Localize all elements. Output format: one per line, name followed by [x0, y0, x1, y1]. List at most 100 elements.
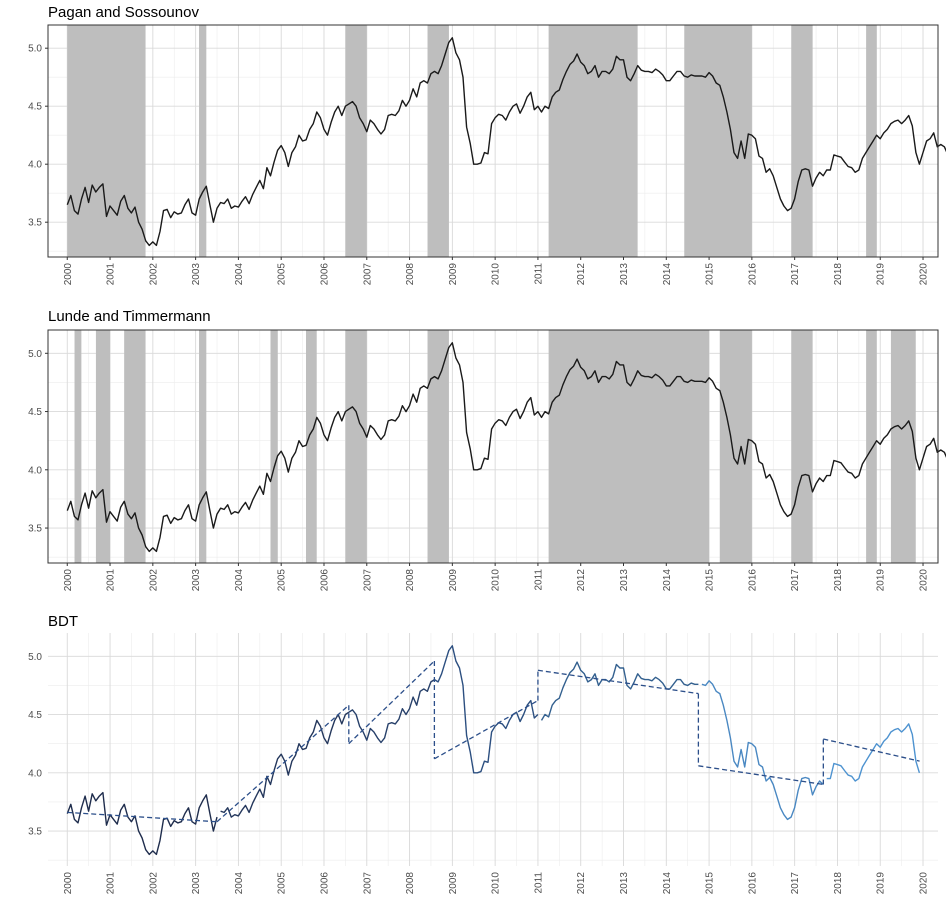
trend-line [348, 660, 435, 745]
y-tick-label: 4.5 [28, 102, 42, 113]
x-tick-label: 2011 [533, 569, 544, 591]
y-tick-label: 4.0 [28, 768, 42, 779]
panel-title: Pagan and Sossounov [48, 4, 199, 21]
x-tick-label: 2003 [191, 263, 202, 286]
y-tick-label: 4.0 [28, 465, 42, 476]
x-tick-label: 2007 [362, 569, 373, 592]
plot-area: 3.5 4.0 4.5 5.0 2000 2001 2002 2003 2004 2005 2006… [28, 633, 938, 894]
shaded-period [427, 25, 449, 257]
x-tick-label: 2010 [491, 263, 502, 286]
x-tick-label: 2019 [876, 872, 887, 895]
shaded-period [866, 330, 877, 563]
plot-frame [47, 329, 939, 564]
y-tick-label: 3.5 [28, 218, 42, 229]
y-tick-label: 4.5 [28, 407, 42, 418]
x-tick-label: 2014 [662, 872, 673, 895]
x-tick-label: 2008 [405, 569, 416, 592]
series-segment-line [348, 679, 435, 744]
x-tick-label: 2019 [876, 263, 887, 286]
plot-area: 3.5 4.0 4.5 5.0 2000 2001 2002 2003 2004 2005 2006… [28, 24, 946, 286]
x-tick-label: 2006 [319, 872, 330, 895]
x-tick-label: 2004 [234, 872, 245, 895]
x-tick-label: 2016 [747, 872, 758, 895]
x-tick-label: 2019 [876, 569, 887, 592]
plot-area: 3.5 4.0 4.5 5.0 2000 2001 2002 2003 2004 2005 2006… [28, 329, 946, 592]
x-tick-label: 2003 [191, 569, 202, 592]
series-segment-line [540, 661, 699, 721]
shaded-period [124, 330, 146, 563]
panel-bdt: BDT 3.5 4.0 4.5 5.0 2000 2001 2002 2003 2004 2005… [28, 613, 938, 894]
x-tick-label: 2020 [919, 872, 930, 895]
shaded-period [548, 25, 638, 257]
x-tick-label: 2012 [576, 263, 587, 286]
y-tick-label: 5.0 [28, 349, 42, 360]
trend-line [67, 811, 218, 823]
x-tick-label: 2013 [619, 263, 630, 286]
x-tick-label: 2001 [106, 569, 117, 592]
shaded-period [95, 330, 111, 563]
x-tick-label: 2020 [919, 569, 930, 592]
series-line [66, 342, 946, 553]
x-tick-label: 2005 [277, 263, 288, 286]
y-tick-label: 5.0 [28, 652, 42, 663]
x-tick-label: 2012 [576, 872, 587, 895]
x-tick-label: 2009 [448, 872, 459, 895]
shaded-period [866, 25, 877, 257]
shaded-period [306, 330, 317, 563]
shaded-period [199, 25, 207, 257]
shaded-period [74, 330, 82, 563]
shaded-period [427, 330, 449, 563]
y-tick-label: 3.5 [28, 524, 42, 535]
y-tick-label: 4.5 [28, 710, 42, 721]
x-tick-label: 2008 [405, 263, 416, 286]
series-line [66, 37, 946, 247]
x-tick-label: 2000 [63, 569, 74, 592]
series-segment-line [826, 723, 921, 782]
x-tick-label: 2011 [533, 263, 544, 285]
shaded-period [719, 330, 752, 563]
shaded-period [548, 330, 710, 563]
shaded-period [67, 25, 146, 257]
x-tick-label: 2015 [705, 569, 716, 592]
x-tick-label: 2012 [576, 569, 587, 592]
x-tick-label: 2009 [448, 569, 459, 592]
x-tick-label: 2020 [919, 263, 930, 286]
x-tick-label: 2002 [148, 872, 159, 895]
panel-title: BDT [48, 613, 78, 630]
x-tick-label: 2018 [833, 569, 844, 592]
x-tick-label: 2010 [491, 569, 502, 592]
y-tick-label: 5.0 [28, 44, 42, 55]
x-tick-label: 2010 [491, 872, 502, 895]
x-tick-label: 2004 [234, 569, 245, 592]
x-tick-label: 2003 [191, 872, 202, 895]
series-segment-line [434, 645, 539, 774]
x-tick-label: 2013 [619, 872, 630, 895]
shaded-period [345, 330, 367, 563]
panel-title: Lunde and Timmermann [48, 308, 211, 325]
plot-frame [47, 24, 939, 258]
series-segment-line [220, 711, 350, 818]
y-tick-label: 4.0 [28, 160, 42, 171]
shaded-period [791, 25, 813, 257]
x-tick-label: 2009 [448, 263, 459, 286]
trend-line [216, 704, 350, 823]
x-tick-label: 2016 [747, 569, 758, 592]
x-tick-label: 2008 [405, 872, 416, 895]
x-tick-label: 2005 [277, 872, 288, 895]
x-tick-label: 2015 [705, 872, 716, 895]
shaded-period [791, 330, 813, 563]
x-tick-label: 2014 [662, 569, 673, 592]
x-tick-label: 2011 [533, 872, 544, 894]
x-tick-label: 2017 [790, 263, 801, 286]
shaded-period [345, 25, 367, 257]
x-tick-label: 2000 [63, 263, 74, 286]
x-tick-label: 2017 [790, 872, 801, 895]
series-segment-line [66, 791, 218, 856]
x-tick-label: 2016 [747, 263, 758, 286]
x-tick-label: 2006 [319, 569, 330, 592]
y-tick-label: 3.5 [28, 827, 42, 838]
x-tick-label: 2004 [234, 263, 245, 286]
shaded-period [199, 330, 207, 563]
x-tick-label: 2002 [148, 263, 159, 286]
